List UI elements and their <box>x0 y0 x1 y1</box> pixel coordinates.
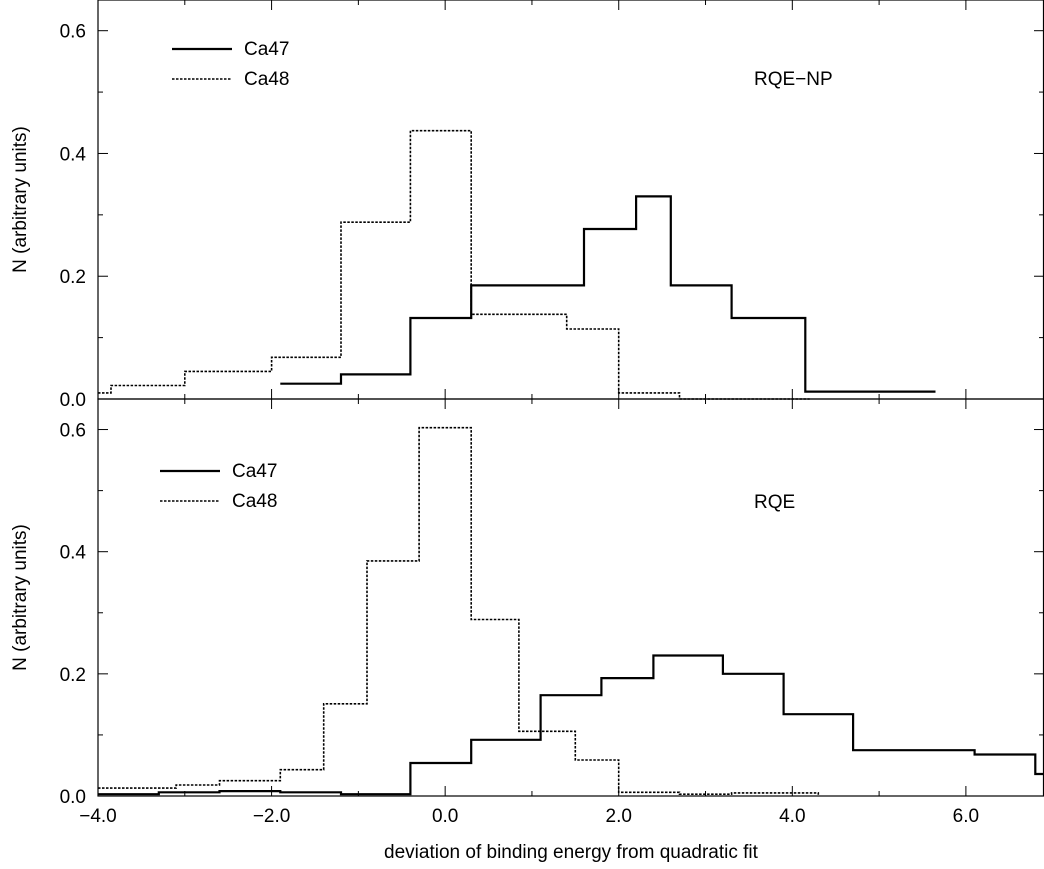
top-panel: 0.0 0.2 0.4 0.6 N (arbitrary units) RQE−NP Ca4… <box>10 0 1044 411</box>
x-axis-label: deviation of binding energy from quadrat… <box>384 842 759 863</box>
x-tick-label: 2.0 <box>606 806 632 827</box>
bottom-panel: 0.0 0.2 0.4 0.6 −4.0 −2.0 0.0 2.0 4.0 6.0 N (arbit… <box>10 398 1044 827</box>
y-tick-label: 0.4 <box>60 543 87 564</box>
y-tick-label: 0.0 <box>60 787 86 808</box>
series-ca47-line <box>98 654 1044 796</box>
x-tick-label: 6.0 <box>953 806 979 827</box>
legend-label: Ca47 <box>232 461 277 482</box>
y-tick-label: 0.6 <box>60 421 86 442</box>
x-tick-label: 4.0 <box>779 806 805 827</box>
y-tick-label: 0.6 <box>60 22 86 43</box>
legend-label: Ca48 <box>244 69 289 90</box>
y-tick-label: 0.2 <box>60 665 86 686</box>
legend-label: Ca48 <box>232 491 277 512</box>
panel-annotation: RQE <box>754 492 795 513</box>
series-ca47-line <box>280 195 936 393</box>
x-tick-label: 0.0 <box>432 806 458 827</box>
series-ca48-line <box>98 426 820 795</box>
series-ca48-line <box>98 129 810 400</box>
panel-annotation: RQE−NP <box>754 69 833 90</box>
y-axis-label: N (arbitrary units) <box>10 126 31 273</box>
legend-label: Ca47 <box>244 39 289 60</box>
y-axis-label: N (arbitrary units) <box>10 524 31 671</box>
plot-frame <box>97 0 1044 400</box>
x-tick-label: −4.0 <box>79 806 117 827</box>
y-tick-label: 0.2 <box>60 267 86 288</box>
y-tick-label: 0.0 <box>60 390 86 411</box>
x-tick-label: −2.0 <box>253 806 291 827</box>
y-tick-label: 0.4 <box>60 144 87 165</box>
plot-frame <box>97 398 1044 797</box>
